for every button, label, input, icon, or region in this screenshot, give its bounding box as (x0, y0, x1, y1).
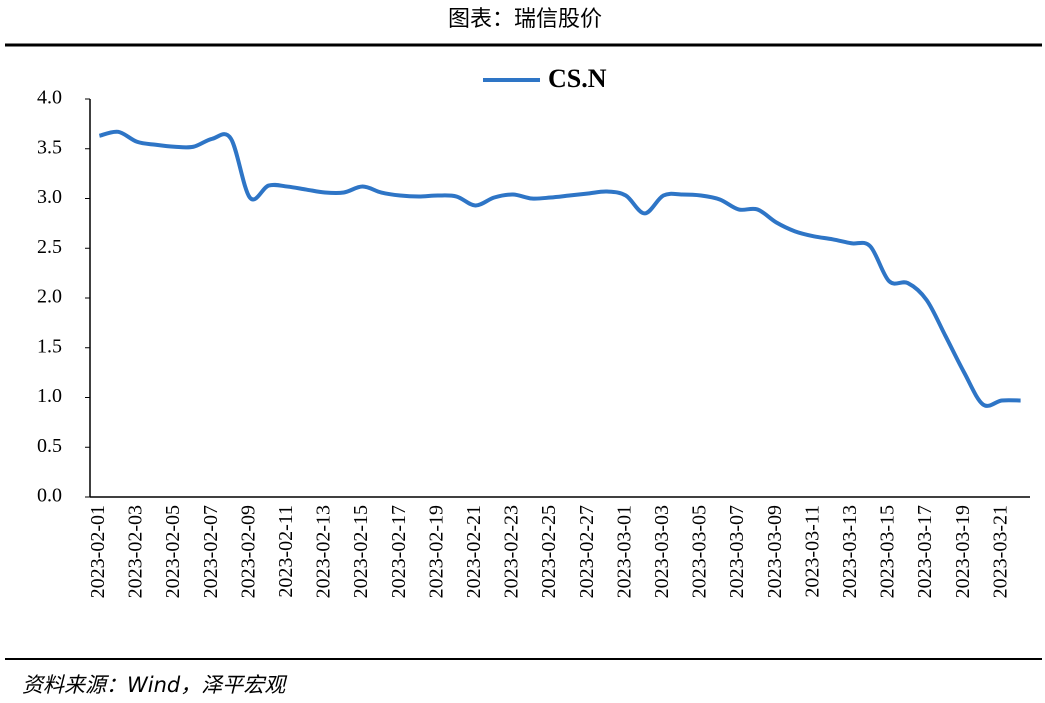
x-tick-label: 2023-03-01 (613, 505, 635, 598)
x-tick-label: 2023-03-19 (952, 505, 974, 598)
x-tick-label: 2023-03-13 (839, 505, 861, 598)
x-tick-label: 2023-03-21 (989, 505, 1011, 598)
legend-label: CS.N (548, 64, 607, 93)
x-tick-label: 2023-02-27 (576, 505, 598, 598)
x-tick-label: 2023-03-03 (651, 505, 673, 598)
y-tick-label: 2.5 (37, 236, 62, 258)
x-tick-label: 2023-03-09 (764, 505, 786, 598)
y-tick-label: 2.0 (37, 286, 62, 308)
y-tick-label: 0.0 (37, 485, 62, 507)
y-tick-label: 4.0 (37, 87, 62, 109)
line-series (98, 129, 1021, 408)
y-tick-label: 1.0 (37, 385, 62, 407)
x-tick-label: 2023-03-17 (914, 505, 936, 598)
x-tick-label: 2023-02-17 (388, 505, 410, 598)
x-tick-label: 2023-02-15 (350, 505, 372, 598)
source-note: 资料来源：Wind，泽平宏观 (22, 673, 288, 697)
x-tick-label: 2023-02-23 (501, 505, 523, 598)
x-tick-label: 2023-03-15 (877, 505, 899, 598)
x-tick-label: 2023-03-07 (726, 505, 748, 598)
x-tick-label: 2023-02-13 (313, 505, 335, 598)
x-tick-label: 2023-02-25 (538, 505, 560, 598)
y-tick-label: 0.5 (37, 435, 62, 457)
x-tick-label: 2023-02-09 (237, 505, 259, 598)
x-tick-label: 2023-02-07 (200, 505, 222, 598)
x-tick-label: 2023-02-05 (162, 505, 184, 598)
x-tick-label: 2023-02-03 (125, 505, 147, 598)
y-tick-label: 3.0 (37, 186, 62, 208)
x-tick-label: 2023-02-19 (425, 505, 447, 598)
y-tick-label: 1.5 (37, 335, 62, 357)
x-tick-label: 2023-02-21 (463, 505, 485, 598)
x-tick-label: 2023-02-01 (87, 505, 109, 598)
chart-title: 图表：瑞信股价 (448, 7, 602, 32)
y-tick-label: 3.5 (37, 136, 62, 158)
x-tick-label: 2023-02-11 (275, 505, 297, 598)
x-tick-label: 2023-03-11 (801, 505, 823, 598)
x-tick-label: 2023-03-05 (689, 505, 711, 598)
